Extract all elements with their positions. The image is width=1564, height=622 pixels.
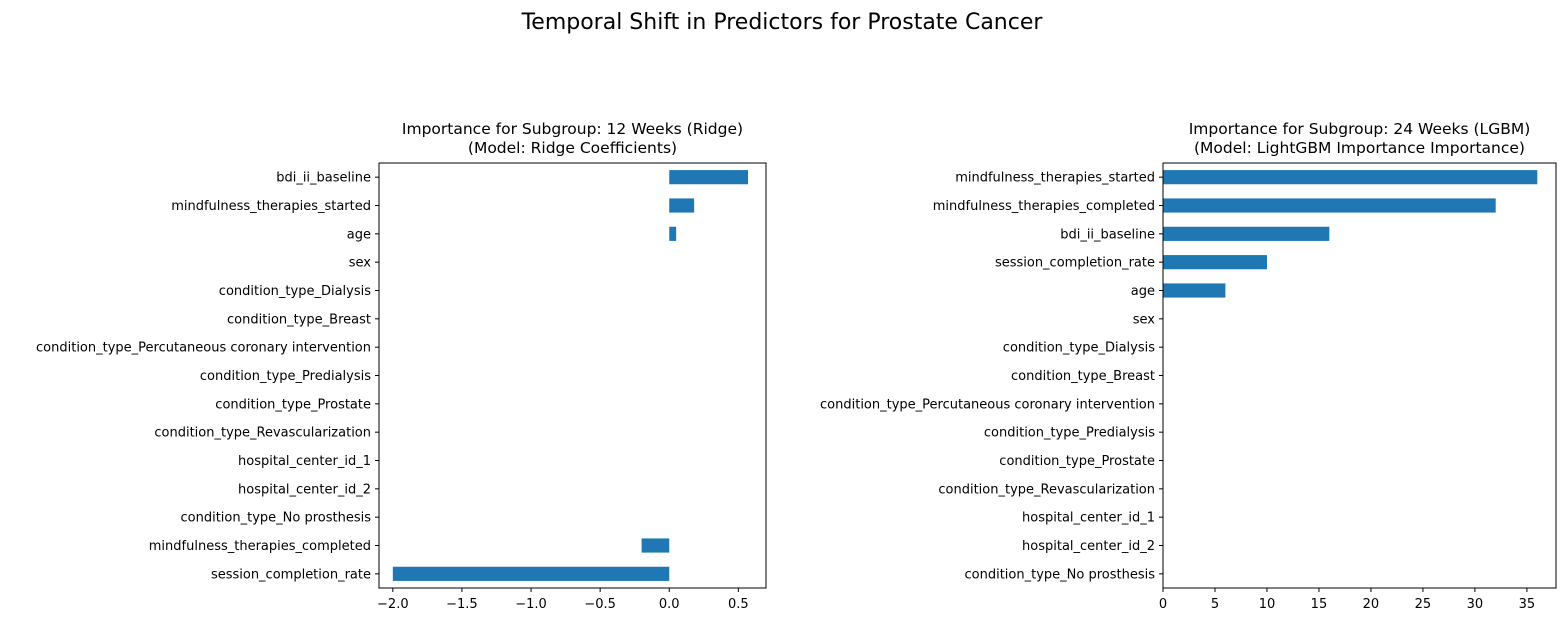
lgbm-bar-0 <box>1163 170 1538 185</box>
lgbm-category-label-6: condition_type_Dialysis <box>1003 341 1155 356</box>
lgbm-xtick-label-6: 30 <box>1467 597 1484 612</box>
lgbm-xtick-label-5: 25 <box>1415 597 1432 612</box>
lgbm-category-label-12: hospital_center_id_1 <box>1022 511 1155 526</box>
ridge-category-label-10: hospital_center_id_1 <box>238 454 371 469</box>
lgbm-bar-2 <box>1163 226 1330 241</box>
ridge-category-label-14: session_completion_rate <box>211 567 371 582</box>
ridge-x-axis: −2.0 −1.5 −1.0 −0.5 0.0 0.5 <box>377 588 749 612</box>
lgbm-category-label-13: hospital_center_id_2 <box>1022 539 1155 554</box>
lgbm-bar-3 <box>1163 255 1267 270</box>
ridge-xtick-label-5: 0.5 <box>728 597 749 612</box>
lgbm-panel: Importance for Subgroup: 24 Weeks (LGBM)… <box>820 120 1557 612</box>
ridge-category-label-2: age <box>347 227 371 242</box>
lgbm-category-label-4: age <box>1131 284 1155 299</box>
lgbm-category-label-10: condition_type_Prostate <box>999 454 1155 469</box>
ridge-panel-title: Importance for Subgroup: 12 Weeks (Ridge… <box>402 120 743 138</box>
lgbm-category-label-7: condition_type_Breast <box>1011 369 1155 384</box>
ridge-category-labels: bdi_ii_baseline mindfulness_therapies_sta… <box>36 171 379 582</box>
lgbm-category-label-9: condition_type_Predialysis <box>984 426 1155 441</box>
ridge-xtick-label-3: −0.5 <box>584 597 616 612</box>
lgbm-category-label-3: session_completion_rate <box>995 256 1155 271</box>
lgbm-xtick-label-4: 20 <box>1363 597 1380 612</box>
ridge-xtick-label-2: −1.0 <box>515 597 547 612</box>
lgbm-panel-subtitle: (Model: LightGBM Importance Importance) <box>1194 139 1525 157</box>
ridge-xtick-label-0: −2.0 <box>377 597 409 612</box>
lgbm-bars <box>1163 170 1538 298</box>
ridge-panel: Importance for Subgroup: 12 Weeks (Ridge… <box>36 120 767 612</box>
ridge-category-label-0: bdi_ii_baseline <box>276 171 371 186</box>
ridge-category-label-5: condition_type_Breast <box>227 312 371 327</box>
lgbm-x-axis: 0 5 10 15 20 25 30 35 <box>1159 588 1535 612</box>
lgbm-category-label-14: condition_type_No prosthesis <box>965 567 1156 582</box>
ridge-category-label-9: condition_type_Revascularization <box>154 426 371 441</box>
ridge-category-label-8: condition_type_Prostate <box>215 397 371 412</box>
ridge-category-label-6: condition_type_Percutaneous coronary int… <box>36 341 371 356</box>
ridge-category-label-3: sex <box>349 256 372 271</box>
ridge-xtick-label-1: −1.5 <box>446 597 478 612</box>
lgbm-bar-1 <box>1163 198 1496 213</box>
lgbm-xtick-label-1: 5 <box>1211 597 1219 612</box>
ridge-xtick-label-4: 0.0 <box>659 597 680 612</box>
ridge-bars <box>392 170 749 581</box>
lgbm-bar-4 <box>1163 283 1226 298</box>
ridge-bar-1 <box>669 198 695 213</box>
lgbm-xtick-label-7: 35 <box>1519 597 1536 612</box>
lgbm-xtick-label-3: 15 <box>1311 597 1328 612</box>
ridge-bar-0 <box>669 170 749 185</box>
lgbm-category-label-8: condition_type_Percutaneous coronary int… <box>820 397 1155 412</box>
ridge-plot-frame <box>378 162 767 589</box>
lgbm-category-label-0: mindfulness_therapies_started <box>955 171 1155 186</box>
lgbm-category-label-1: mindfulness_therapies_completed <box>933 199 1155 214</box>
ridge-panel-subtitle: (Model: Ridge Coefficients) <box>468 139 677 157</box>
ridge-category-label-13: mindfulness_therapies_completed <box>149 539 371 554</box>
lgbm-panel-title: Importance for Subgroup: 24 Weeks (LGBM) <box>1189 120 1531 138</box>
ridge-category-label-12: condition_type_No prosthesis <box>181 511 372 526</box>
lgbm-xtick-label-0: 0 <box>1159 597 1167 612</box>
ridge-bar-13 <box>641 538 670 553</box>
ridge-category-label-7: condition_type_Predialysis <box>200 369 371 384</box>
lgbm-category-label-2: bdi_ii_baseline <box>1060 227 1155 242</box>
lgbm-category-labels: mindfulness_therapies_started mindfulness… <box>820 171 1163 582</box>
ridge-bar-2 <box>669 226 677 241</box>
figure-suptitle: Temporal Shift in Predictors for Prostat… <box>521 10 1044 35</box>
lgbm-category-label-5: sex <box>1133 312 1156 327</box>
lgbm-xtick-label-2: 10 <box>1259 597 1276 612</box>
ridge-category-label-4: condition_type_Dialysis <box>219 284 371 299</box>
ridge-category-label-11: hospital_center_id_2 <box>238 482 371 497</box>
lgbm-category-label-11: condition_type_Revascularization <box>938 482 1155 497</box>
lgbm-plot-frame <box>1162 162 1557 589</box>
ridge-bar-14 <box>392 566 670 581</box>
ridge-category-label-1: mindfulness_therapies_started <box>171 199 371 214</box>
